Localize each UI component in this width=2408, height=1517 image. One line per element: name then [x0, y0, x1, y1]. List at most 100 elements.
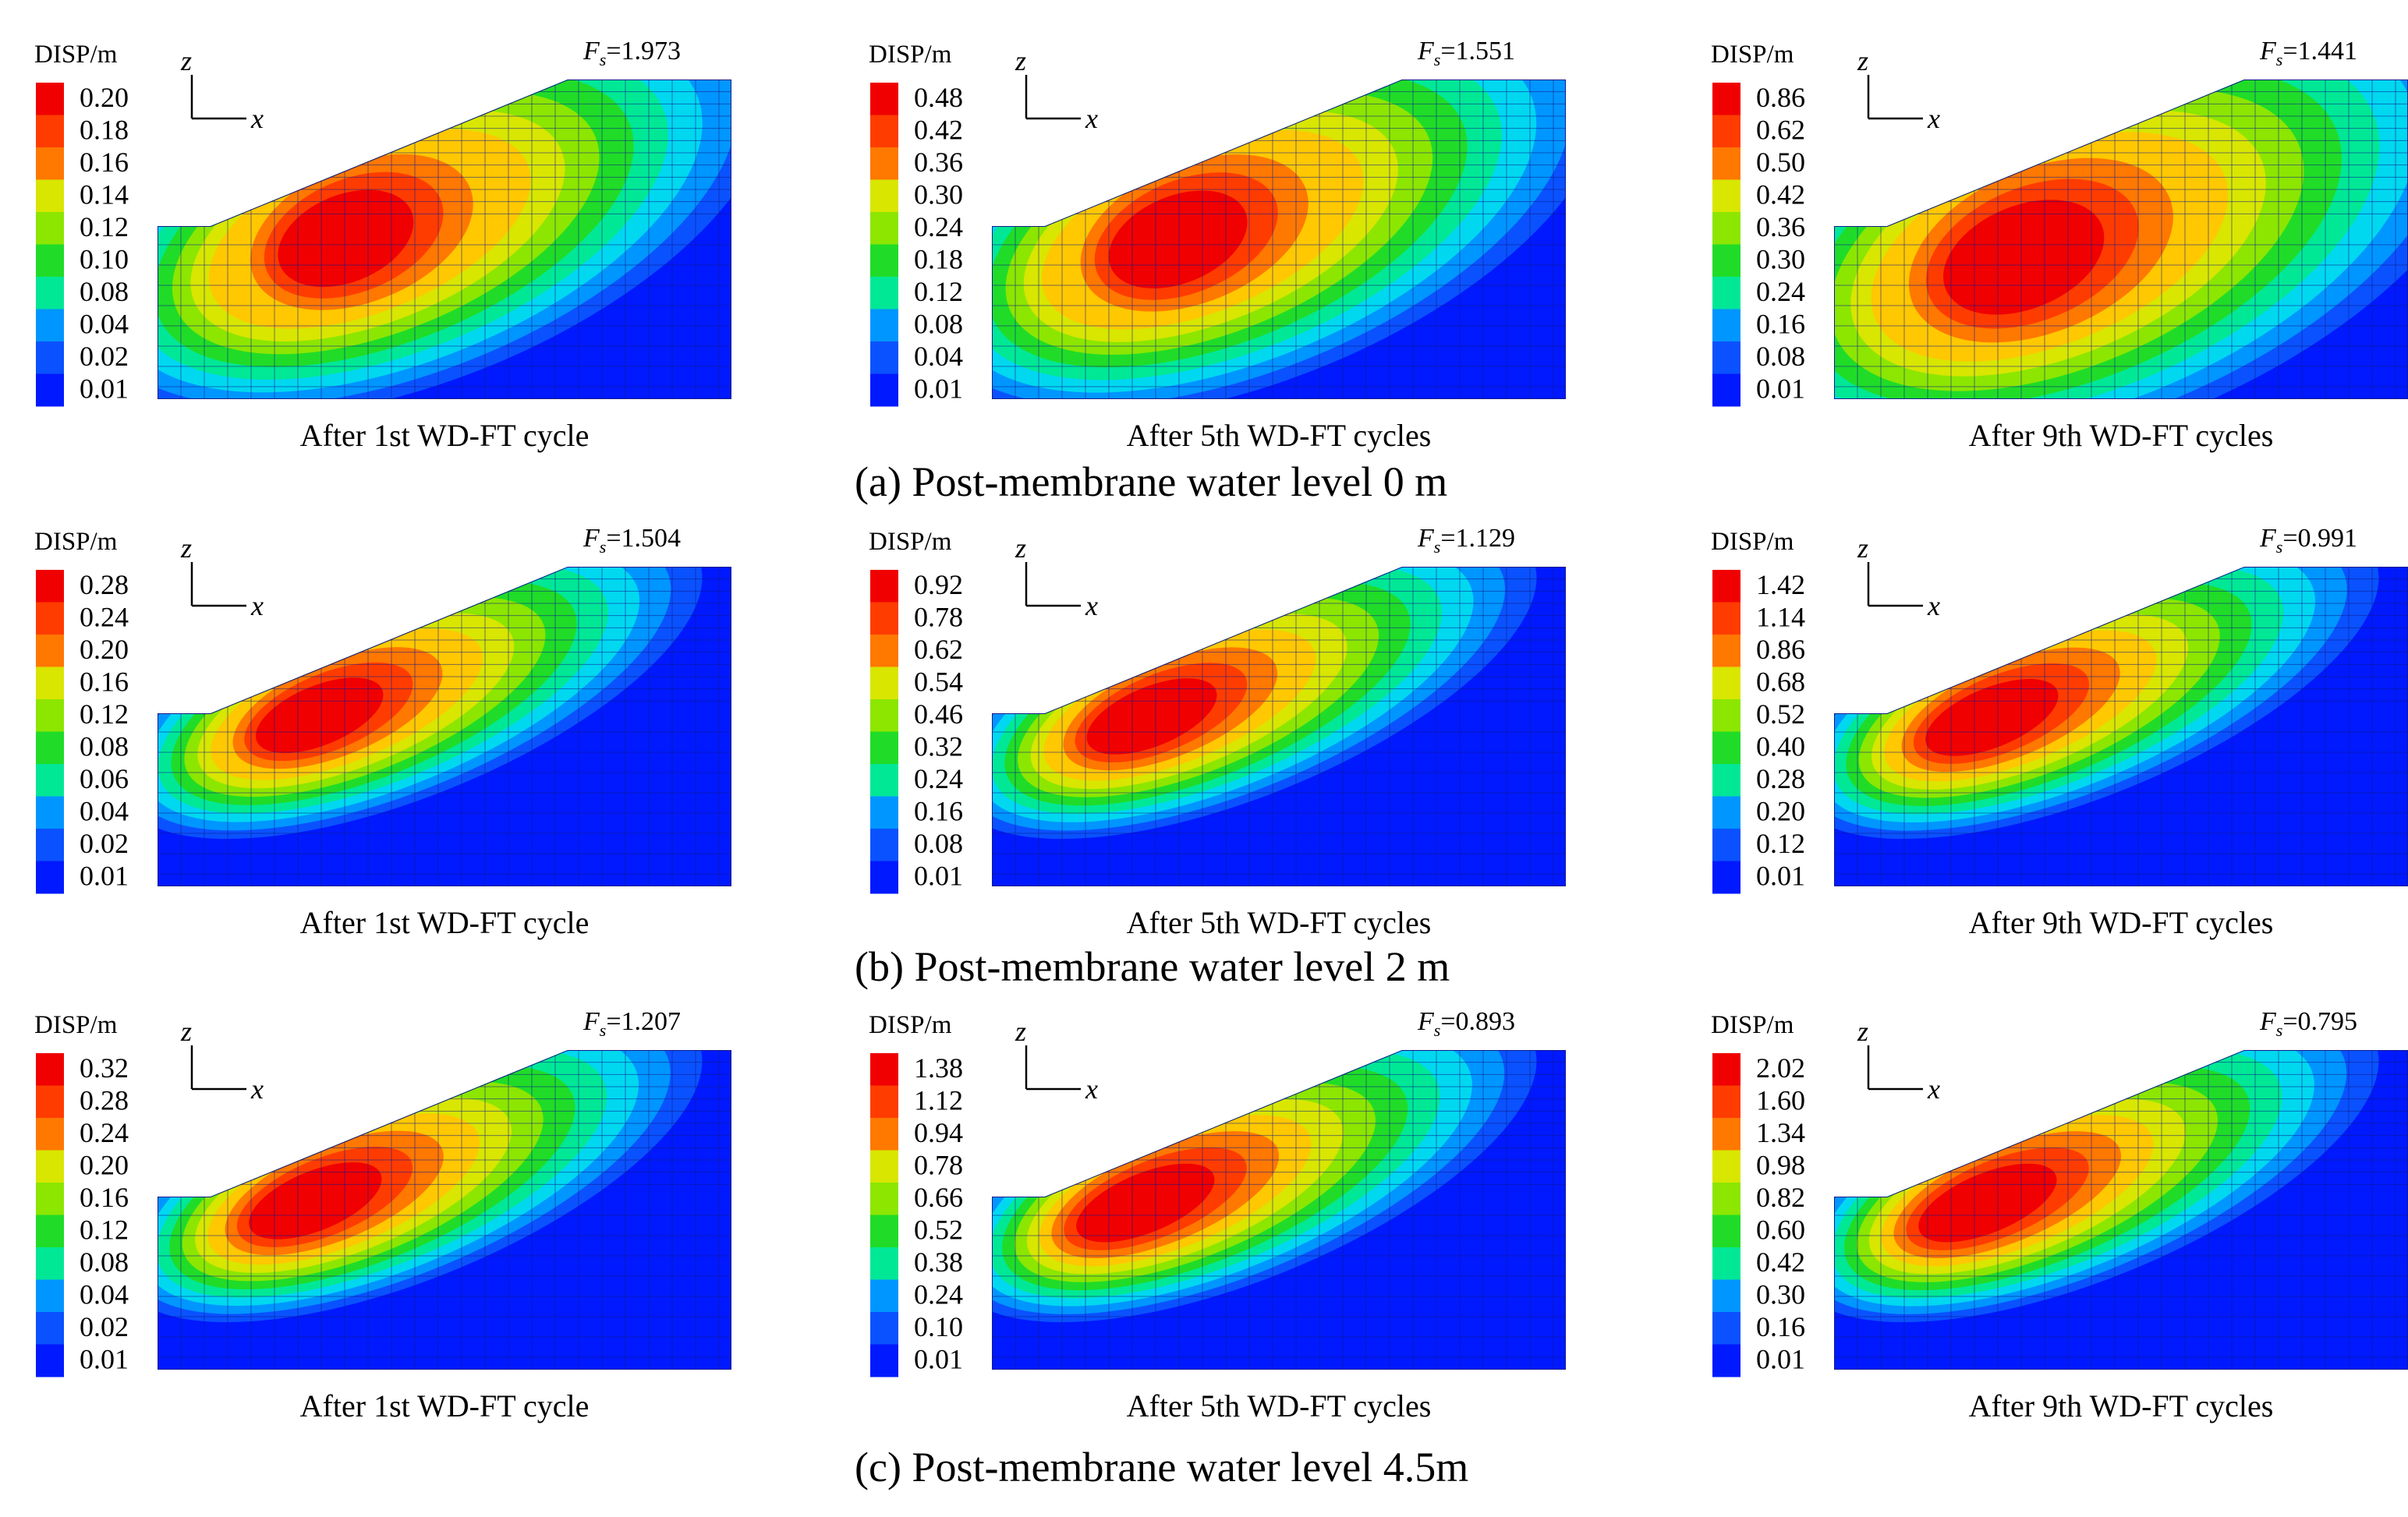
panel-r2-c3: DISP/m1.421.140.860.680.520.400.280.200.…: [1711, 524, 2408, 940]
legend-tick-label: 0.08: [80, 731, 129, 762]
legend-tick-label: 1.14: [1756, 602, 1805, 633]
panel-caption: After 9th WD-FT cycles: [1969, 418, 2274, 453]
legend-unit-label: DISP/m: [34, 41, 118, 69]
legend-swatch: [1712, 1150, 1740, 1183]
axis-z-label: z: [180, 45, 192, 76]
panel-r1-c3: DISP/m0.860.620.500.420.360.300.240.160.…: [1711, 37, 2408, 453]
legend-swatch: [1712, 796, 1740, 829]
legend-tick-label: 0.04: [80, 796, 129, 827]
legend-tick-label: 0.94: [914, 1117, 963, 1148]
legend-tick-label: 0.62: [914, 634, 963, 665]
legend-swatch: [36, 309, 64, 342]
contour-band: [255, 677, 384, 754]
legend-tick-label: 0.92: [914, 569, 963, 600]
legend-swatch: [36, 635, 64, 667]
legend-tick-label: 0.01: [914, 861, 963, 892]
legend-swatch: [870, 731, 898, 765]
legend-tick-label: 0.02: [80, 341, 129, 372]
legend-swatch: [36, 1312, 64, 1345]
legend-swatch: [36, 796, 64, 829]
legend-swatch: [36, 373, 64, 407]
legend-swatch: [36, 244, 64, 278]
row-caption-a: (a) Post-membrane water level 0 m: [855, 458, 1447, 505]
legend-swatch: [1712, 1085, 1740, 1119]
legend-swatch: [1712, 699, 1740, 732]
axis-x-label: x: [1927, 1073, 1940, 1105]
row-caption-b: (b) Post-membrane water level 2 m: [855, 943, 1450, 990]
legend-tick-label: 0.16: [914, 796, 963, 827]
legend-tick-label: 0.04: [80, 1279, 129, 1310]
legend-tick-label: 0.12: [1756, 828, 1805, 859]
legend-tick-label: 0.38: [914, 1246, 963, 1278]
legend-swatch: [870, 115, 898, 148]
slope-outline: [158, 1050, 731, 1370]
row-caption-c: (c) Post-membrane water level 4.5m: [855, 1444, 1468, 1490]
contour-band: [1108, 190, 1248, 288]
legend-tick-label: 0.01: [914, 1344, 963, 1375]
legend-tick-label: 1.42: [1756, 569, 1805, 600]
legend-tick-label: 0.20: [80, 82, 129, 113]
panel-caption: After 5th WD-FT cycles: [1127, 418, 1432, 453]
legend-swatch: [1712, 309, 1740, 342]
legend-tick-label: 0.68: [1756, 667, 1805, 698]
mesh-grid: [158, 567, 731, 886]
legend-tick-label: 0.12: [914, 276, 963, 307]
legend-unit-label: DISP/m: [34, 1011, 118, 1039]
legend-tick-label: 0.16: [80, 667, 129, 698]
legend-swatch: [1712, 115, 1740, 148]
legend-swatch: [870, 699, 898, 732]
legend-tick-label: 0.12: [80, 698, 129, 730]
panel-caption: After 9th WD-FT cycles: [1969, 1388, 2274, 1423]
axis-x-label: x: [1085, 1073, 1098, 1105]
legend-tick-label: 0.01: [914, 373, 963, 405]
legend-swatch: [870, 309, 898, 342]
axis-x-label: x: [1927, 590, 1940, 621]
legend-unit-label: DISP/m: [869, 528, 952, 556]
panel-r1-c2: DISP/m0.480.420.360.300.240.180.120.080.…: [869, 37, 1566, 453]
legend-swatch: [870, 179, 898, 213]
legend-tick-label: 0.60: [1756, 1215, 1805, 1246]
legend-swatch: [36, 602, 64, 635]
legend-tick-label: 0.04: [914, 341, 963, 372]
legend-tick-label: 0.01: [1756, 1344, 1805, 1375]
legend-tick-label: 0.02: [80, 828, 129, 859]
legend-tick-label: 0.18: [80, 115, 129, 146]
legend-swatch: [870, 1247, 898, 1280]
factor-of-safety-label: Fs=1.207: [583, 1007, 681, 1040]
contour-band: [249, 1162, 382, 1239]
factor-of-safety-label: Fs=0.893: [1417, 1007, 1515, 1040]
legend-swatch: [36, 1279, 64, 1313]
slope-outline: [158, 567, 731, 886]
legend-swatch: [870, 602, 898, 635]
legend-tick-label: 0.08: [914, 309, 963, 340]
panel-r1-c1: DISP/m0.200.180.160.140.120.100.080.040.…: [34, 37, 731, 453]
legend-tick-label: 0.30: [1756, 244, 1805, 275]
legend-tick-label: 2.02: [1756, 1052, 1805, 1084]
legend-swatch: [1712, 83, 1740, 115]
legend-tick-label: 0.46: [914, 698, 963, 730]
legend-tick-label: 0.01: [80, 861, 129, 892]
legend-tick-label: 0.42: [1756, 1246, 1805, 1278]
slope-contour-plot: [992, 567, 1566, 886]
legend-tick-label: 1.38: [914, 1052, 963, 1084]
legend-swatch: [1712, 1053, 1740, 1086]
legend-swatch: [870, 277, 898, 309]
legend-swatch: [870, 1118, 898, 1151]
legend-tick-label: 0.10: [914, 1311, 963, 1342]
legend-tick-label: 0.20: [1756, 796, 1805, 827]
panel-caption: After 9th WD-FT cycles: [1969, 905, 2274, 940]
mesh-grid: [992, 80, 1566, 399]
legend-tick-label: 0.42: [1756, 179, 1805, 210]
slope-outline: [1834, 567, 2408, 886]
legend-tick-label: 0.66: [914, 1182, 963, 1213]
factor-of-safety-label: Fs=1.441: [2259, 37, 2357, 69]
legend-swatch: [36, 115, 64, 148]
legend-swatch: [870, 570, 898, 603]
slope-outline: [992, 567, 1566, 886]
legend-tick-label: 0.82: [1756, 1182, 1805, 1213]
legend-swatch: [870, 1344, 898, 1377]
legend-swatch: [36, 1247, 64, 1280]
legend-swatch: [870, 1183, 898, 1215]
legend-swatch: [36, 861, 64, 894]
legend-swatch: [870, 1279, 898, 1313]
